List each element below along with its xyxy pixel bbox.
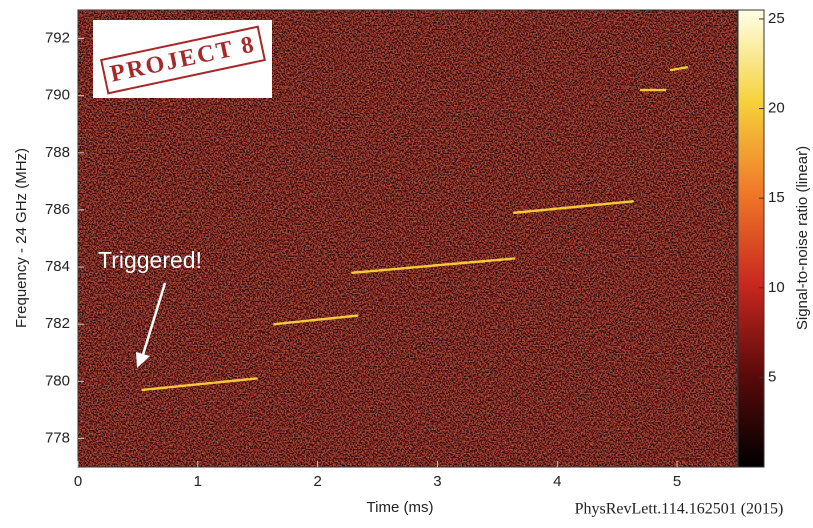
y-tick-label: 784 — [45, 258, 70, 275]
y-tick-label: 780 — [45, 372, 70, 389]
colorbar-tick-label: 10 — [768, 279, 785, 296]
y-tick-label: 788 — [45, 144, 70, 161]
chart: Time (ms) Frequency - 24 GHz (MHz) Signa… — [0, 0, 813, 523]
x-tick-label: 4 — [553, 473, 561, 490]
colorbar-tick-label: 20 — [768, 100, 785, 117]
x-axis-label: Time (ms) — [367, 499, 434, 516]
y-tick-label: 778 — [45, 429, 70, 446]
colorbar — [738, 10, 764, 467]
colorbar-label: Signal-to-noise ratio (linear) — [794, 146, 811, 330]
x-tick-label: 0 — [74, 473, 82, 490]
colorbar-tick-label: 15 — [768, 189, 785, 206]
logo: PROJECT 8 — [93, 20, 272, 98]
y-tick-label: 792 — [45, 30, 70, 47]
y-tick-label: 786 — [45, 201, 70, 218]
colorbar-tick-label: 25 — [768, 10, 785, 27]
y-tick-label: 782 — [45, 315, 70, 332]
y-tick-label: 790 — [45, 87, 70, 104]
x-tick-label: 1 — [194, 473, 202, 490]
x-tick-label: 5 — [673, 473, 681, 490]
x-tick-label: 3 — [433, 473, 441, 490]
y-axis-label: Frequency - 24 GHz (MHz) — [13, 148, 30, 328]
citation: PhysRevLett.114.162501 (2015) — [575, 501, 784, 518]
x-tick-label: 2 — [313, 473, 321, 490]
annotation: Triggered! — [98, 247, 202, 273]
colorbar-tick-label: 5 — [768, 368, 776, 385]
